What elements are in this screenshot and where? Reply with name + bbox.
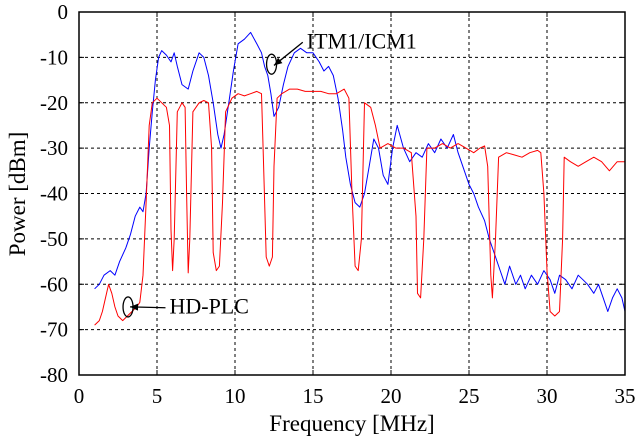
annotation-label-hd-plc: HD-PLC — [169, 294, 248, 319]
x-tick-label: 20 — [381, 384, 402, 408]
series-itm1-icm1 — [94, 31, 626, 312]
y-tick-label: 0 — [58, 0, 69, 24]
x-tick-label: 5 — [152, 384, 163, 408]
x-axis-ticks: 0 5 10 15 20 25 30 35 — [74, 12, 636, 408]
annotations: ITM1/ICM1 HD-PLC — [122, 28, 417, 319]
x-tick-label: 10 — [225, 384, 246, 408]
series-hd-plc — [94, 88, 625, 326]
x-tick-label: 25 — [459, 384, 480, 408]
arrowhead-icon — [130, 303, 139, 311]
y-tick-label: -10 — [40, 45, 68, 69]
x-tick-label: 0 — [74, 384, 85, 408]
x-tick-label: 15 — [303, 384, 324, 408]
y-axis-ticks: 0 -10 -20 -30 -40 -50 -60 -70 -80 — [40, 0, 625, 387]
y-tick-label: -30 — [40, 136, 68, 160]
x-tick-label: 35 — [615, 384, 636, 408]
data-series — [94, 31, 626, 326]
annotation-label-itm1-icm1: ITM1/ICM1 — [307, 28, 417, 53]
y-tick-label: -20 — [40, 91, 68, 115]
y-tick-label: -60 — [40, 272, 68, 296]
x-tick-label: 30 — [537, 384, 558, 408]
x-axis-title: Frequency [MHz] — [269, 411, 434, 436]
arrowhead-icon — [274, 57, 283, 66]
y-tick-label: -70 — [40, 318, 68, 342]
y-tick-label: -50 — [40, 227, 68, 251]
y-tick-label: -40 — [40, 182, 68, 206]
y-tick-label: -80 — [40, 363, 68, 387]
y-axis-title: Power [dBm] — [5, 132, 30, 257]
